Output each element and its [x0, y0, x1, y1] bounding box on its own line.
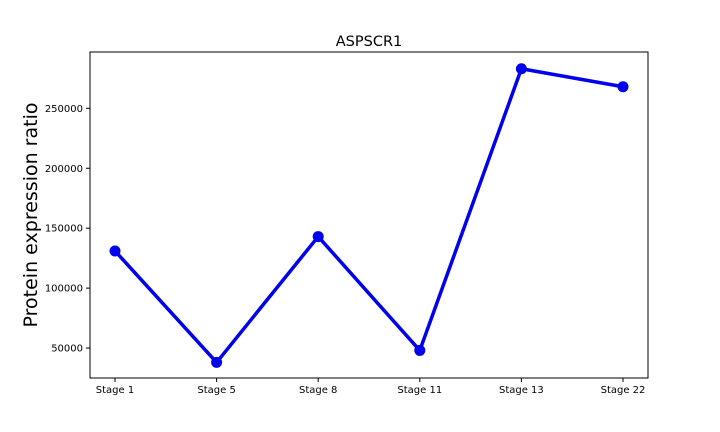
series-line	[113, 67, 625, 365]
series-group	[109, 63, 629, 368]
x-tick-label: Stage 8	[299, 385, 337, 396]
data-point	[211, 356, 223, 368]
plot-area-frame	[89, 51, 649, 379]
y-tick-label: 200000	[45, 164, 83, 175]
data-point	[617, 81, 629, 93]
data-point	[312, 231, 324, 243]
data-point	[414, 344, 426, 356]
data-point	[109, 245, 121, 257]
y-axis-label: Protein expression ratio	[20, 103, 42, 328]
y-tick-label: 150000	[45, 224, 83, 235]
x-tick-label: Stage 1	[96, 385, 134, 396]
y-tick-label: 50000	[51, 344, 83, 355]
x-tick-label: Stage 11	[397, 385, 442, 396]
y-tick-label: 100000	[45, 284, 83, 295]
x-tick-label: Stage 5	[197, 385, 235, 396]
data-point	[515, 63, 527, 75]
axis-ticks: 50000 100000 150000 200000 250000 Stage 1 Stag…	[45, 104, 646, 396]
x-tick-label: Stage 13	[499, 385, 544, 396]
x-tick-label: Stage 22	[601, 385, 646, 396]
chart-title: ASPSCR1	[336, 34, 403, 50]
y-tick-label: 250000	[45, 104, 83, 115]
